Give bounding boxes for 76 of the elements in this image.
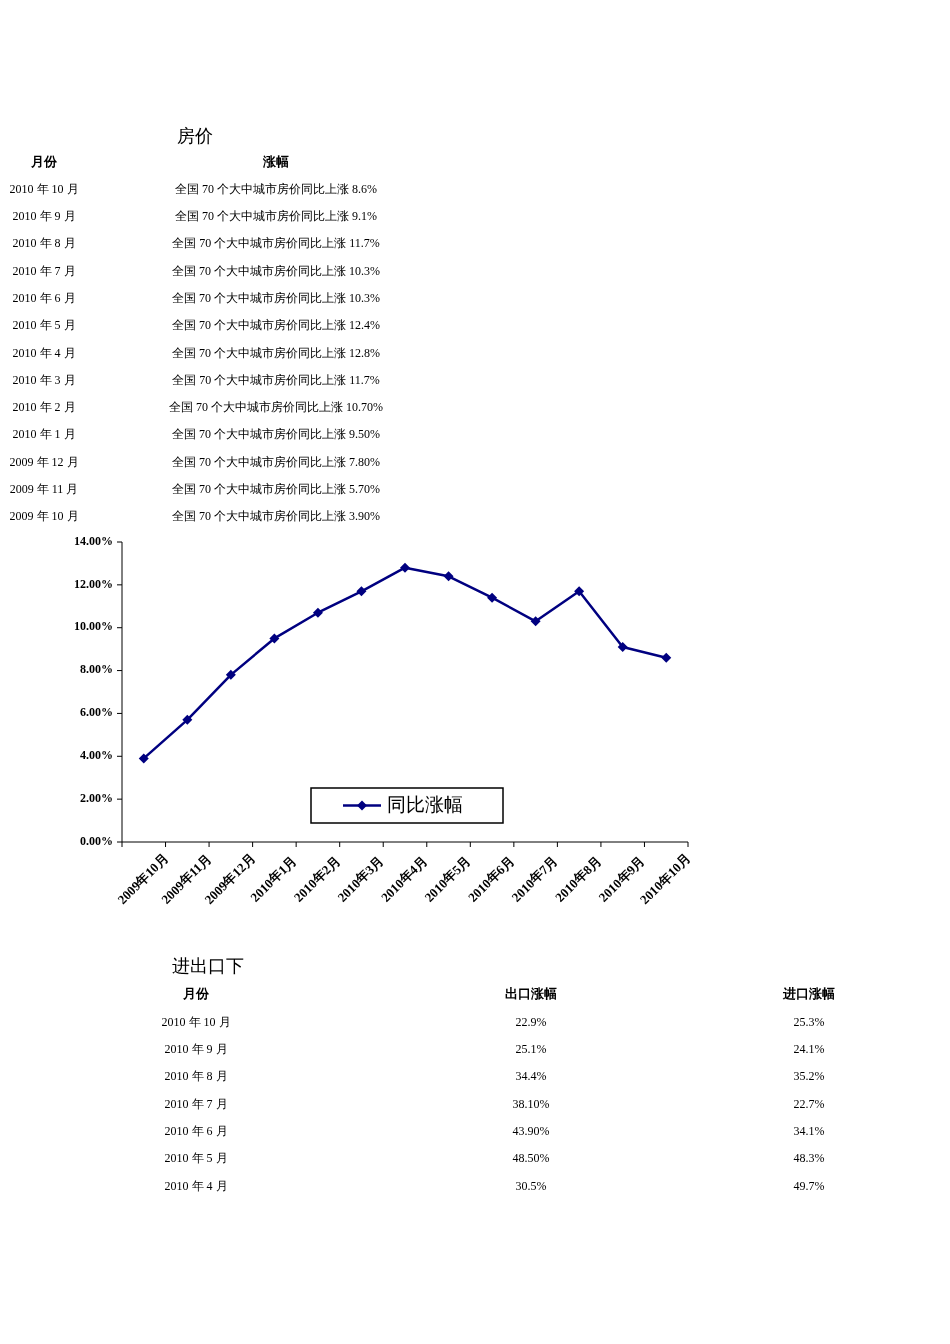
point: [487, 592, 498, 603]
text: 全国 70 个大中城市房价同比上涨 9.1%: [175, 209, 377, 224]
y-tick-label: 6.00%: [80, 705, 113, 720]
text: 全国 70 个大中城市房价同比上涨 7.80%: [172, 454, 380, 469]
y-tick-label: 0.00%: [80, 833, 113, 848]
text: 2010 年 2 月: [12, 400, 76, 415]
point: [182, 714, 193, 725]
text: 全国 70 个大中城市房价同比上涨 11.7%: [172, 372, 380, 387]
y-tick-label: 10.00%: [74, 619, 113, 634]
point: [617, 642, 628, 652]
text: 2010 年 10 月: [9, 181, 79, 196]
text: 43.90%: [512, 1123, 550, 1138]
text: 2009 年 11 月: [9, 482, 79, 497]
text: 进出口下: [172, 956, 244, 977]
text: 全国 70 个大中城市房价同比上涨 10.3%: [172, 290, 380, 305]
text: 2010 年 6 月: [12, 290, 76, 305]
text: 2010 年 7 月: [12, 263, 76, 278]
text: 49.7%: [793, 1178, 825, 1193]
y-tick-label: 8.00%: [80, 662, 113, 677]
text: 2010 年 7 月: [164, 1096, 228, 1111]
y-tick-label: 14.00%: [74, 533, 113, 548]
point: [530, 616, 541, 627]
text: 全国 70 个大中城市房价同比上涨 5.70%: [172, 482, 380, 497]
point: [312, 607, 323, 618]
point: [356, 586, 367, 597]
text: 2010 年 10 月: [161, 1014, 231, 1029]
text: 全国 70 个大中城市房价同比上涨 12.4%: [172, 318, 380, 333]
text: 2010 年 5 月: [12, 318, 76, 333]
text: 24.1%: [793, 1042, 825, 1057]
text: 2010 年 4 月: [12, 345, 76, 360]
text: 全国 70 个大中城市房价同比上涨 8.6%: [175, 181, 377, 196]
text: 2010 年 5 月: [164, 1151, 228, 1166]
y-tick-label: 4.00%: [80, 748, 113, 763]
text: 38.10%: [512, 1096, 550, 1111]
text: 涨幅: [262, 153, 289, 169]
text: 22.7%: [793, 1096, 825, 1111]
text: 2009 年 12 月: [9, 454, 79, 469]
y-tick-label: 12.00%: [74, 576, 113, 591]
text: 2010 年 4 月: [164, 1178, 228, 1193]
point: [269, 633, 280, 644]
text: 全国 70 个大中城市房价同比上涨 9.50%: [172, 427, 380, 442]
text: 全国 70 个大中城市房价同比上涨 3.90%: [172, 509, 380, 524]
point: [400, 562, 410, 573]
text: 2010 年 6 月: [164, 1123, 228, 1138]
text: 2010 年 9 月: [12, 209, 76, 224]
point: [574, 586, 585, 597]
text: 月份: [182, 985, 210, 1001]
y-tick-label: 2.00%: [80, 790, 113, 805]
text: 25.1%: [515, 1042, 547, 1057]
text: 30.5%: [515, 1178, 547, 1193]
text: 35.2%: [793, 1069, 825, 1084]
point: [225, 669, 236, 680]
text: 2009 年 10 月: [9, 509, 79, 524]
text: 全国 70 个大中城市房价同比上涨 10.3%: [172, 263, 380, 278]
text: 48.50%: [512, 1151, 550, 1166]
text: 房价: [177, 126, 213, 147]
text: 48.3%: [793, 1151, 825, 1166]
point: [138, 753, 149, 764]
text: 出口涨幅: [505, 985, 557, 1001]
text: 2010 年 8 月: [164, 1069, 228, 1084]
text: 2010 年 9 月: [164, 1042, 228, 1057]
point: [443, 571, 454, 582]
text: 全国 70 个大中城市房价同比上涨 10.70%: [169, 400, 383, 415]
text: 月份: [30, 153, 58, 169]
text: 全国 70 个大中城市房价同比上涨 12.8%: [172, 345, 380, 360]
text: 25.3%: [793, 1014, 825, 1029]
point: [661, 652, 672, 663]
text: 34.1%: [793, 1123, 825, 1138]
text: 进口涨幅: [782, 985, 835, 1001]
text: 2010 年 8 月: [12, 236, 76, 251]
text: 全国 70 个大中城市房价同比上涨 11.7%: [172, 236, 380, 251]
legend-label: 同比涨幅: [387, 793, 463, 815]
text: 2010 年 3 月: [12, 372, 76, 387]
text: 22.9%: [515, 1014, 547, 1029]
text: 34.4%: [515, 1069, 547, 1084]
text: 2010 年 1 月: [12, 427, 76, 442]
